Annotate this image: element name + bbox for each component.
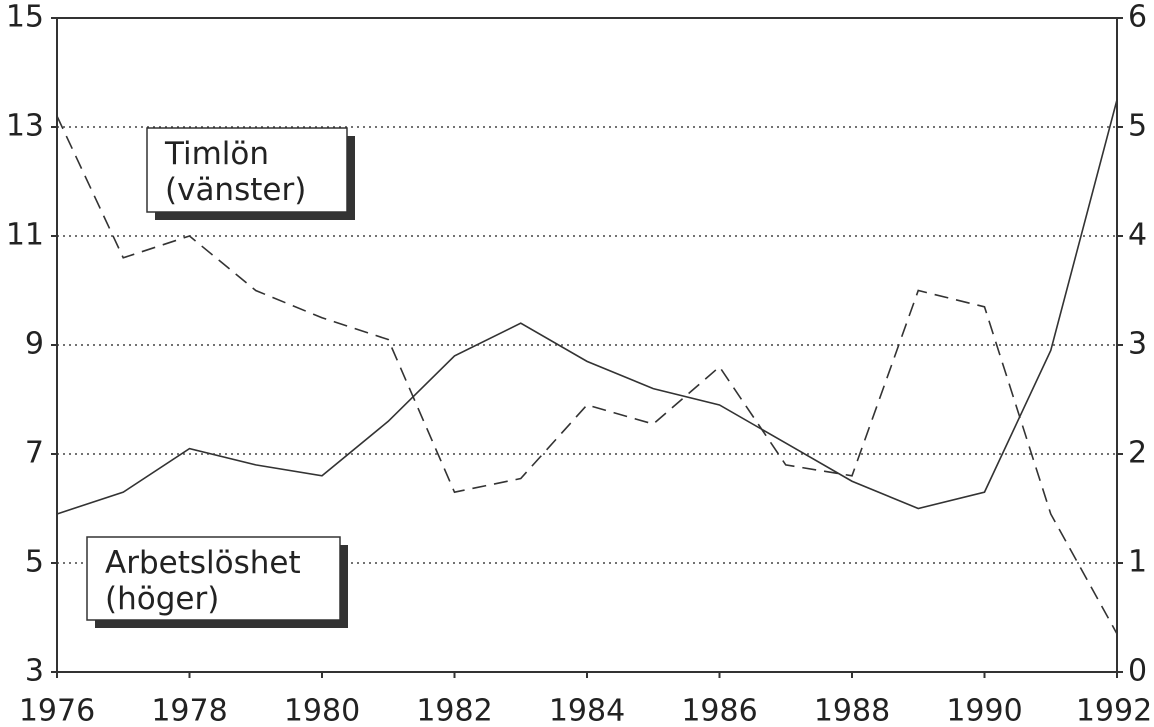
x-tick-label: 1978 xyxy=(151,694,227,727)
x-tick-label: 1976 xyxy=(19,694,95,727)
y2-tick-label: 1 xyxy=(1128,545,1147,580)
y2-tick-label: 3 xyxy=(1128,327,1147,362)
x-tick-label: 1988 xyxy=(814,694,890,727)
y2-tick-label: 4 xyxy=(1128,218,1147,253)
annotation-box xyxy=(86,536,341,621)
annotation-text: (höger) xyxy=(105,581,219,617)
y-tick-label: 5 xyxy=(25,545,44,580)
annotation-box xyxy=(146,127,348,213)
y-tick-label: 7 xyxy=(25,436,44,471)
annotation-text: Arbetslöshet xyxy=(105,545,301,581)
y-tick-label: 15 xyxy=(6,0,44,35)
x-tick-label: 1986 xyxy=(681,694,757,727)
x-tick-label: 1980 xyxy=(284,694,360,727)
annotation-text: Timlön xyxy=(164,136,269,172)
x-tick-label: 1990 xyxy=(946,694,1022,727)
y2-tick-label: 6 xyxy=(1128,0,1147,35)
y2-tick-label: 2 xyxy=(1128,436,1147,471)
y-tick-label: 11 xyxy=(6,218,44,253)
x-tick-label: 1982 xyxy=(416,694,492,727)
y2-tick-label: 0 xyxy=(1128,654,1147,689)
annotation-text: (vänster) xyxy=(165,172,306,208)
plot-frame xyxy=(56,17,1118,673)
y-tick-label: 9 xyxy=(25,327,44,362)
series-line xyxy=(56,115,1118,635)
y-tick-label: 13 xyxy=(6,109,44,144)
x-tick-label: 1992 xyxy=(1076,694,1152,727)
y-tick-label: 3 xyxy=(25,654,44,689)
series-line xyxy=(56,99,1118,515)
x-tick-label: 1984 xyxy=(549,694,625,727)
y2-tick-label: 5 xyxy=(1128,109,1147,144)
